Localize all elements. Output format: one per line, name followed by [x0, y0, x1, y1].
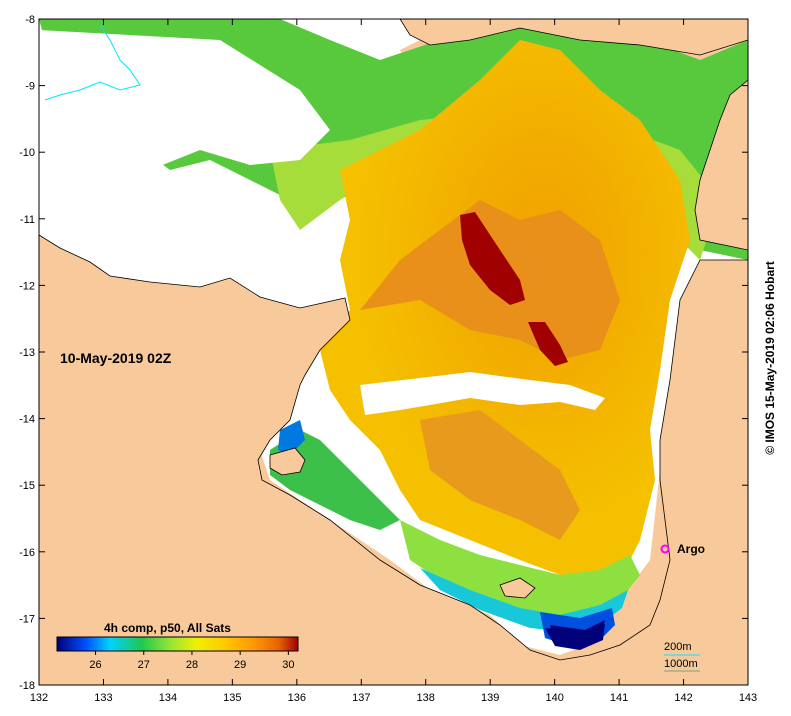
lon-tick-label: 135	[223, 692, 241, 704]
contour-legend-200m: 200m	[664, 641, 692, 653]
lon-tick-label: 142	[674, 692, 692, 704]
colorbar-tick-label: 26	[89, 659, 101, 671]
land-cape-york	[694, 79, 748, 251]
sst-south-edge	[550, 620, 605, 648]
contour-legend-1000m: 1000m	[664, 658, 698, 670]
land-arnhem	[39, 234, 748, 685]
lon-tick-label: 139	[481, 692, 499, 704]
lat-tick-label: -11	[20, 214, 35, 226]
land-png	[399, 19, 748, 56]
lon-tick-label: 137	[352, 692, 370, 704]
sst-field-south-cyan	[420, 568, 628, 632]
sst-field-west-green	[270, 430, 400, 530]
colorbar-ticks: 26 27 28 29 30	[89, 651, 294, 671]
contour-200m-line	[44, 24, 141, 101]
sst-field-max	[460, 212, 525, 305]
sst-field-south-green	[400, 520, 640, 630]
lat-tick-label: -10	[19, 147, 35, 159]
lat-tick-label: -12	[19, 280, 35, 292]
colorbar-tick-label: 30	[282, 659, 294, 671]
lat-tick-label: -9	[25, 81, 35, 93]
colorbar-tick-label: 28	[186, 659, 198, 671]
lon-tick-label: 143	[739, 692, 757, 704]
longitude-axis: 132 133 134 135 136 137 138 139 140 141 142 143	[30, 692, 757, 704]
lat-tick-label: -15	[19, 480, 35, 492]
sst-field-west-blue	[278, 420, 305, 455]
cloud-gap-middle	[360, 372, 605, 415]
lat-tick-label: -8	[25, 14, 35, 26]
timestamp-label: 10-May-2019 02Z	[60, 350, 172, 366]
colorbar-tick-label: 29	[234, 659, 246, 671]
land-mornington-island	[499, 577, 536, 599]
lat-tick-label: -14	[19, 414, 35, 426]
lat-tick-label: -13	[19, 347, 35, 359]
lon-tick-label: 138	[417, 692, 435, 704]
lon-tick-label: 136	[288, 692, 306, 704]
credit-text: © IMOS 15-May-2019 02:06 Hobart	[763, 261, 777, 455]
lon-tick-label: 132	[30, 692, 48, 704]
sst-field-max-2	[528, 322, 568, 366]
sst-field-hot-south	[420, 410, 580, 540]
lon-tick-label: 133	[94, 692, 112, 704]
argo-float-marker	[660, 544, 670, 554]
lon-tick-label: 141	[610, 692, 628, 704]
lon-tick-label: 140	[545, 692, 563, 704]
colorbar-tick-label: 27	[138, 659, 150, 671]
lon-tick-label: 134	[159, 692, 177, 704]
land-groote-island	[269, 447, 306, 476]
latitude-axis: -8 -9 -10 -11 -12 -13 -14 -15 -16 -17 -18	[19, 14, 35, 692]
lat-tick-label: -16	[19, 547, 35, 559]
lat-tick-label: -18	[19, 680, 35, 692]
argo-float-label: Argo	[677, 542, 705, 556]
colorbar	[56, 636, 299, 652]
colorbar-title: 4h comp, p50, All Sats	[104, 621, 231, 635]
axis-ticks	[38, 18, 749, 686]
cloud-gap-west	[39, 30, 330, 170]
lat-tick-label: -17	[19, 613, 35, 625]
